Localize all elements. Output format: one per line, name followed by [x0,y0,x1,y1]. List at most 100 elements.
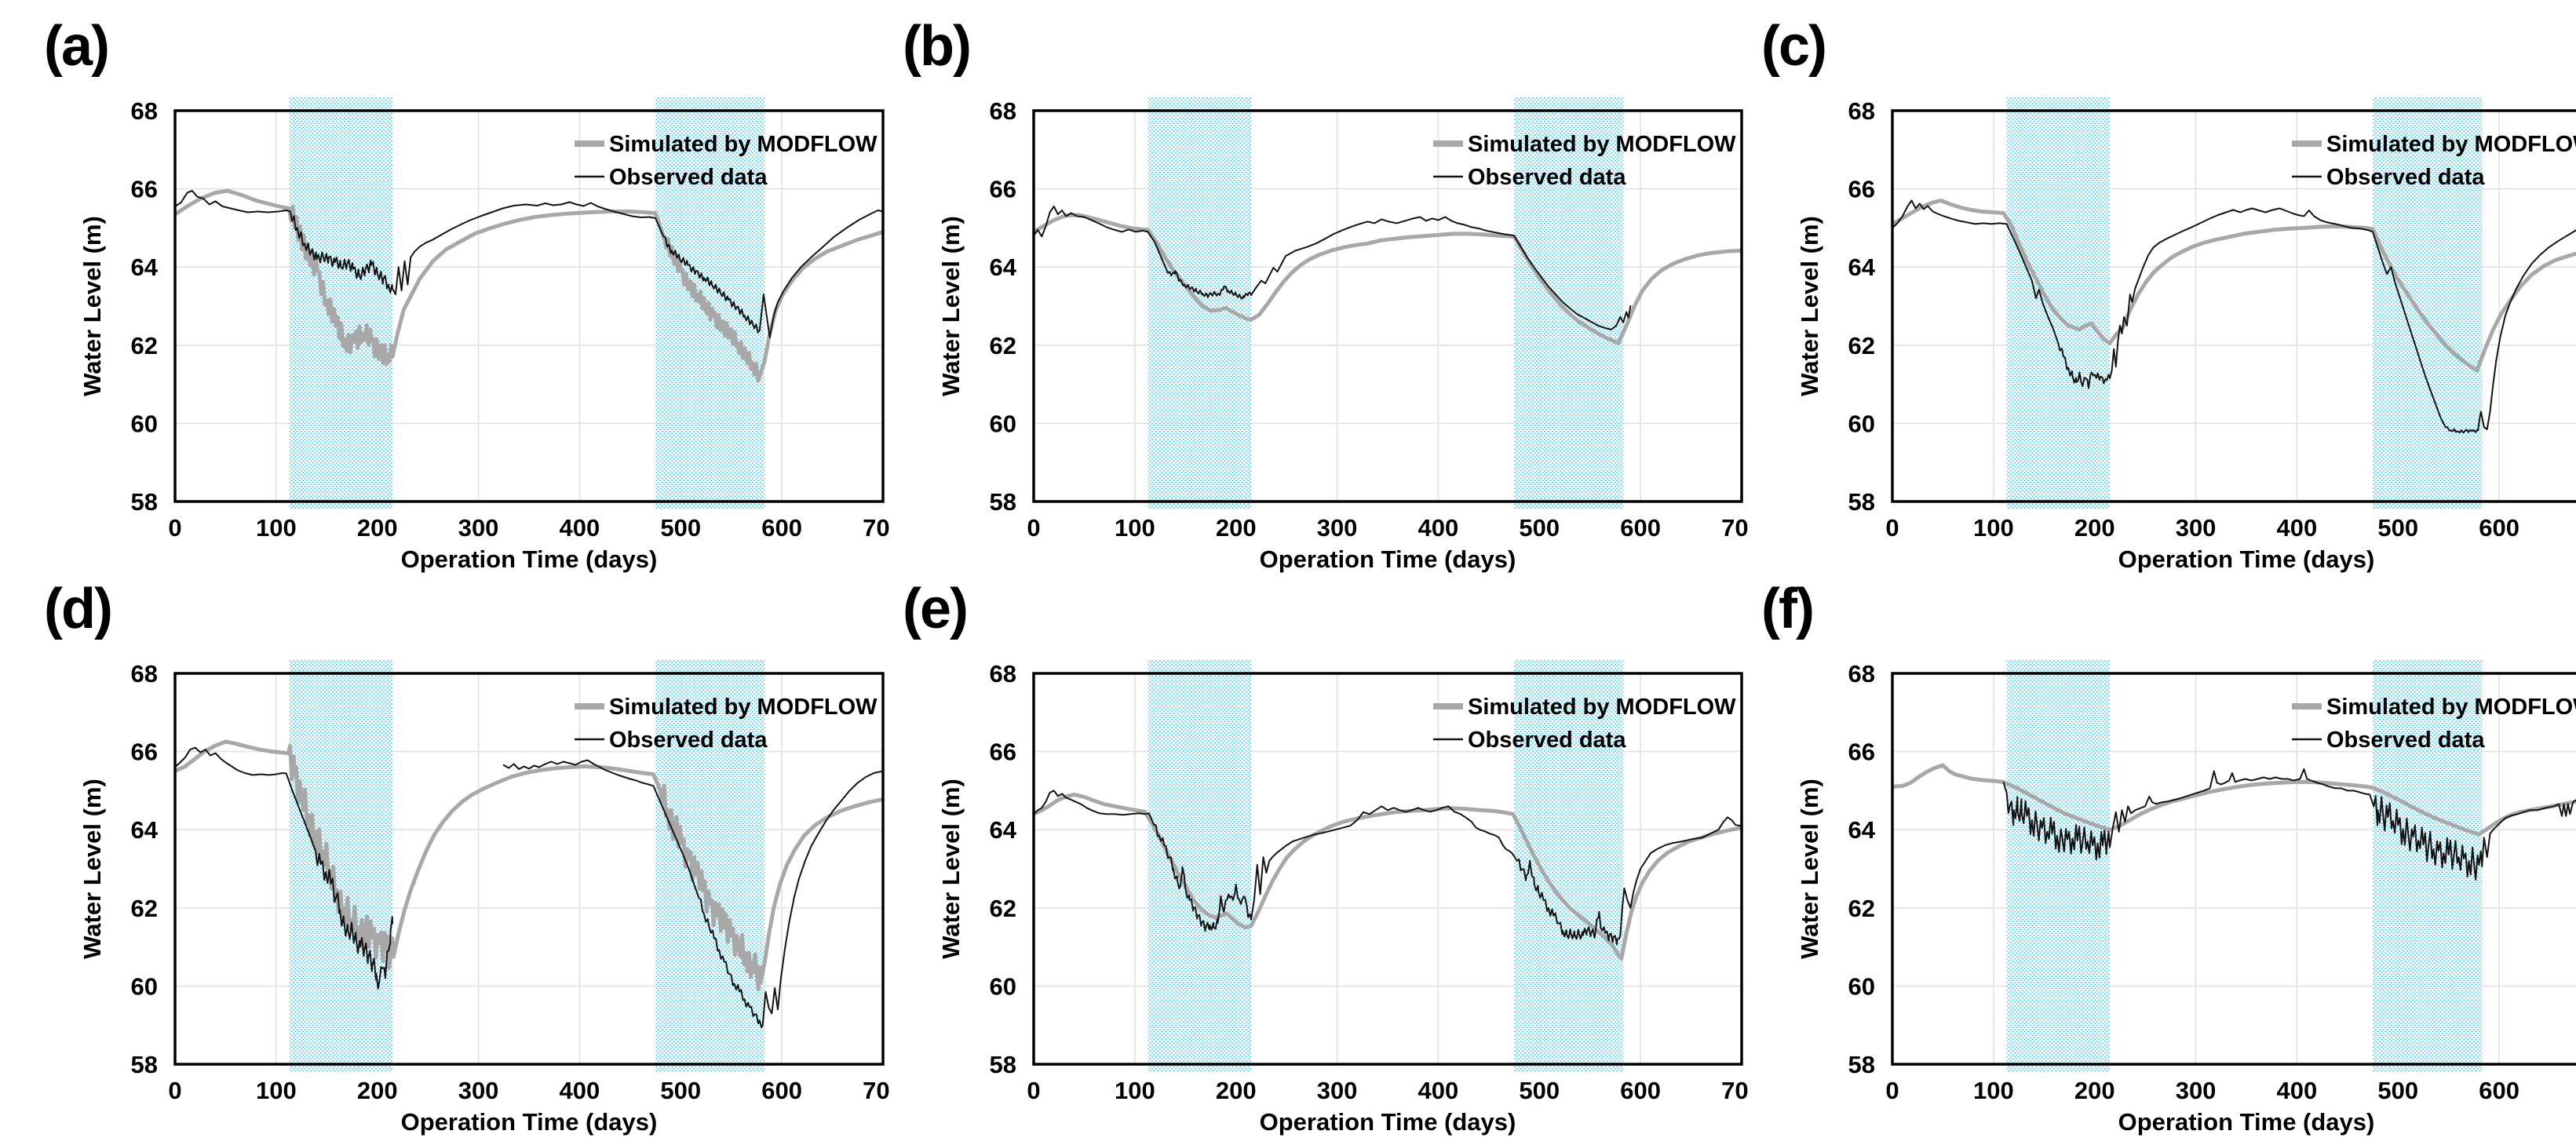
svg-text:Operation Time (days): Operation Time (days) [1260,545,1516,573]
svg-text:300: 300 [1317,514,1358,542]
svg-text:62: 62 [1848,895,1875,922]
svg-text:600: 600 [2479,514,2519,542]
svg-text:400: 400 [560,514,600,542]
svg-text:300: 300 [1317,1077,1358,1104]
svg-text:600: 600 [1620,514,1661,542]
svg-text:200: 200 [1216,1077,1257,1104]
svg-text:58: 58 [1848,1051,1875,1078]
panel-label-c: (c) [1761,15,1827,78]
svg-text:0: 0 [168,1077,181,1104]
svg-text:500: 500 [1519,1077,1560,1104]
svg-text:58: 58 [131,488,158,516]
svg-text:68: 68 [131,660,158,688]
svg-text:66: 66 [990,739,1016,766]
panel-e: 58 60 62 64 66 68 0 100 200 300 400 500 600 700 Operat… [890,575,1749,1138]
panel-a: 58 60 62 64 66 68 0 100 200 300 400 500 600 700 Operat… [31,13,890,575]
chart-d: 58 60 62 64 66 68 0 100 200 300 400 500 600 700 Operat… [78,660,890,1136]
svg-text:68: 68 [1848,97,1875,125]
svg-text:Observed data: Observed data [1468,728,1626,753]
panel-b: 58 60 62 64 66 68 0 100 200 300 400 500 600 700 Operat… [890,13,1749,575]
svg-text:200: 200 [1216,514,1257,542]
svg-text:Operation Time (days): Operation Time (days) [401,545,658,573]
svg-text:0: 0 [1885,514,1899,542]
svg-text:60: 60 [131,410,158,437]
chart-e: 58 60 62 64 66 68 0 100 200 300 400 500 600 700 Operat… [937,660,1749,1136]
panel-label-a: (a) [44,15,110,78]
svg-text:Observed data: Observed data [609,728,768,753]
svg-text:64: 64 [131,816,159,844]
panel-label-e: (e) [903,578,969,640]
svg-text:200: 200 [357,514,398,542]
svg-text:64: 64 [1848,253,1876,281]
svg-text:100: 100 [1115,514,1155,542]
svg-text:60: 60 [990,410,1016,437]
svg-text:Water Level (m): Water Level (m) [78,216,106,396]
svg-text:60: 60 [131,972,158,1000]
svg-text:Observed data: Observed data [1468,165,1626,190]
panel-label-d: (d) [44,578,113,640]
svg-text:500: 500 [660,1077,701,1104]
svg-text:64: 64 [131,253,159,281]
svg-text:Simulated by MODFLOW: Simulated by MODFLOW [1468,132,1736,157]
svg-text:66: 66 [1848,739,1875,766]
svg-text:66: 66 [1848,176,1875,203]
svg-text:62: 62 [131,332,158,359]
panel-c: 5860626466680100200300400500600700Operat… [1749,13,2576,575]
svg-text:58: 58 [990,488,1016,516]
svg-text:62: 62 [990,332,1016,359]
svg-text:Operation Time (days): Operation Time (days) [401,1108,658,1136]
svg-text:600: 600 [1620,1077,1661,1104]
chart-a: 58 60 62 64 66 68 0 100 200 300 400 500 600 700 Operat… [78,97,890,573]
svg-text:300: 300 [2176,514,2217,542]
svg-text:66: 66 [131,176,158,203]
svg-text:600: 600 [761,514,802,542]
svg-text:500: 500 [2377,514,2418,542]
svg-text:Simulated by MODFLOW: Simulated by MODFLOW [609,132,878,157]
svg-text:64: 64 [990,816,1017,844]
svg-text:62: 62 [131,895,158,922]
svg-text:Operation Time (days): Operation Time (days) [1260,1108,1516,1136]
svg-text:66: 66 [131,739,158,766]
svg-text:100: 100 [1973,1077,2014,1104]
svg-text:64: 64 [990,253,1017,281]
svg-text:300: 300 [2176,1077,2217,1104]
panel-d: 58 60 62 64 66 68 0 100 200 300 400 500 600 700 Operat… [31,575,890,1138]
svg-text:60: 60 [1848,972,1875,1000]
svg-text:700: 700 [1721,1077,1749,1104]
svg-text:0: 0 [1027,514,1040,542]
svg-text:100: 100 [256,514,297,542]
svg-text:200: 200 [357,1077,398,1104]
svg-text:64: 64 [1848,816,1876,844]
chart-b: 58 60 62 64 66 68 0 100 200 300 400 500 600 700 Operat… [937,97,1749,573]
svg-text:400: 400 [2277,1077,2318,1104]
svg-text:700: 700 [1721,514,1749,542]
svg-text:Observed data: Observed data [2326,165,2485,190]
svg-text:58: 58 [131,1051,158,1078]
svg-text:400: 400 [560,1077,600,1104]
svg-text:Simulated by MODFLOW: Simulated by MODFLOW [2326,132,2576,157]
svg-text:400: 400 [1418,514,1459,542]
svg-text:68: 68 [131,97,158,125]
svg-text:300: 300 [458,514,499,542]
svg-text:60: 60 [990,972,1016,1000]
svg-text:68: 68 [1848,660,1875,688]
svg-text:68: 68 [990,97,1016,125]
panel-label-b: (b) [903,15,972,78]
svg-text:Water Level (m): Water Level (m) [937,216,965,396]
svg-text:58: 58 [1848,488,1875,516]
svg-text:400: 400 [1418,1077,1459,1104]
svg-text:200: 200 [2074,514,2115,542]
svg-text:600: 600 [761,1077,802,1104]
svg-text:Water Level (m): Water Level (m) [1796,779,1823,959]
svg-text:62: 62 [990,895,1016,922]
svg-text:100: 100 [1115,1077,1155,1104]
svg-text:60: 60 [1848,410,1875,437]
svg-text:Observed data: Observed data [609,165,768,190]
svg-text:Simulated by MODFLOW: Simulated by MODFLOW [609,695,878,720]
svg-text:500: 500 [1519,514,1560,542]
chart-f: 5860626466680100200300400500600700Operat… [1796,660,2576,1136]
svg-text:0: 0 [1027,1077,1040,1104]
svg-text:Operation Time (days): Operation Time (days) [2118,545,2375,573]
svg-text:62: 62 [1848,332,1875,359]
